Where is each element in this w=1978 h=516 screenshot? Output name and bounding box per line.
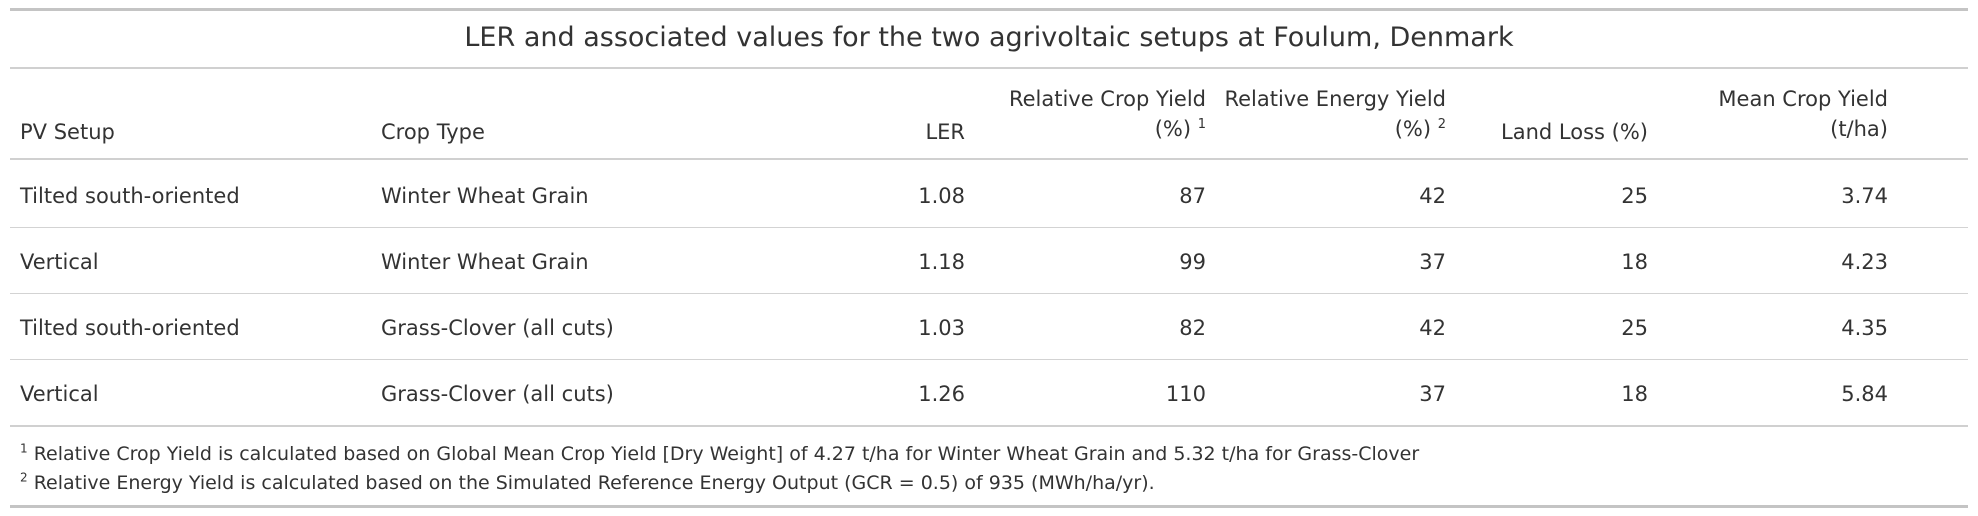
header-land-loss: Land Loss (%) <box>1501 120 1648 144</box>
cell-ler: 1.03 <box>918 316 965 340</box>
header-relative-energy-yield-line2: (%) 2 <box>1395 116 1446 142</box>
cell-pv-setup: Tilted south-oriented <box>20 316 240 340</box>
header-ler: LER <box>925 120 965 144</box>
cell-relative-energy-yield: 37 <box>1419 250 1446 274</box>
cell-mean-crop-yield: 4.35 <box>1841 316 1888 340</box>
header-relative-energy-yield-line1: Relative Energy Yield <box>1224 87 1446 111</box>
cell-mean-crop-yield: 4.23 <box>1841 250 1888 274</box>
cell-pv-setup: Vertical <box>20 250 99 274</box>
header-relative-crop-yield-unit: (%) <box>1154 117 1192 141</box>
table-top-border <box>10 8 1968 11</box>
title-divider <box>10 67 1968 69</box>
footnote-2-text: Relative Energy Yield is calculated base… <box>33 472 1155 494</box>
footnote-1-text: Relative Crop Yield is calculated based … <box>33 443 1420 465</box>
header-relative-crop-yield-line2: (%) 1 <box>1155 116 1206 142</box>
footnote-marker-1: 1 <box>1197 117 1206 132</box>
cell-relative-energy-yield: 42 <box>1419 184 1446 208</box>
cell-ler: 1.08 <box>918 184 965 208</box>
row-divider <box>10 293 1968 294</box>
cell-relative-energy-yield: 42 <box>1419 316 1446 340</box>
cell-ler: 1.26 <box>918 382 965 406</box>
header-divider <box>10 158 1968 160</box>
table-title: LER and associated values for the two ag… <box>464 22 1514 53</box>
cell-pv-setup: Vertical <box>20 382 99 406</box>
cell-relative-energy-yield: 37 <box>1419 382 1446 406</box>
cell-relative-crop-yield: 87 <box>1179 184 1206 208</box>
cell-relative-crop-yield: 82 <box>1179 316 1206 340</box>
header-mean-crop-yield-line1: Mean Crop Yield <box>1718 87 1888 111</box>
body-bottom-border <box>10 425 1968 427</box>
footnote-marker-2: 2 <box>1437 117 1446 132</box>
cell-land-loss: 25 <box>1621 184 1648 208</box>
cell-relative-crop-yield: 110 <box>1165 382 1206 406</box>
cell-crop-type: Winter Wheat Grain <box>381 184 589 208</box>
header-pv-setup: PV Setup <box>20 120 115 144</box>
header-mean-crop-yield-line2: (t/ha) <box>1830 117 1888 141</box>
cell-crop-type: Grass-Clover (all cuts) <box>381 382 614 406</box>
footnote-2: 2 Relative Energy Yield is calculated ba… <box>20 471 1155 495</box>
table-bottom-border <box>10 505 1968 508</box>
footnote-2-marker: 2 <box>20 470 28 485</box>
cell-crop-type: Winter Wheat Grain <box>381 250 589 274</box>
footnote-1: 1 Relative Crop Yield is calculated base… <box>20 442 1419 466</box>
row-divider <box>10 359 1968 360</box>
header-crop-type: Crop Type <box>381 120 485 144</box>
row-divider <box>10 227 1968 228</box>
header-relative-crop-yield-line1: Relative Crop Yield <box>1008 87 1206 111</box>
cell-mean-crop-yield: 3.74 <box>1841 184 1888 208</box>
cell-land-loss: 18 <box>1621 382 1648 406</box>
cell-crop-type: Grass-Clover (all cuts) <box>381 316 614 340</box>
cell-ler: 1.18 <box>918 250 965 274</box>
footnote-1-marker: 1 <box>20 441 28 456</box>
cell-land-loss: 18 <box>1621 250 1648 274</box>
cell-relative-crop-yield: 99 <box>1179 250 1206 274</box>
cell-pv-setup: Tilted south-oriented <box>20 184 240 208</box>
cell-land-loss: 25 <box>1621 316 1648 340</box>
cell-mean-crop-yield: 5.84 <box>1841 382 1888 406</box>
header-relative-energy-yield-unit: (%) <box>1394 117 1432 141</box>
